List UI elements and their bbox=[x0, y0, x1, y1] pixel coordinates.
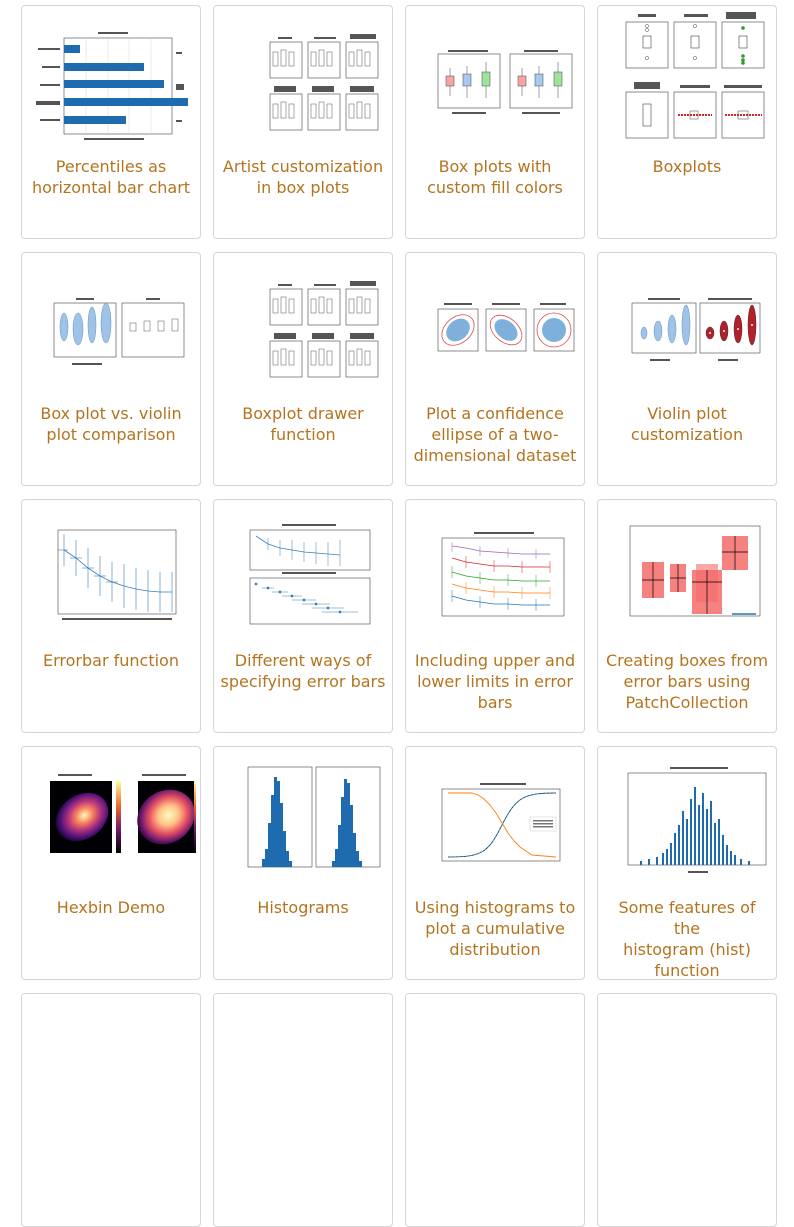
gallery-grid: Percentiles as horizontal bar chart bbox=[21, 5, 777, 1227]
gallery-card[interactable]: Boxplot drawer function bbox=[213, 252, 393, 486]
gallery-card[interactable]: Plot a confidence ellipse of a two- dime… bbox=[405, 252, 585, 486]
percentiles-bar-chart-thumbnail[interactable] bbox=[28, 12, 196, 142]
gallery-card[interactable]: Histograms bbox=[213, 746, 393, 980]
boxplots-thumbnail[interactable] bbox=[604, 12, 772, 142]
card-title[interactable]: Creating boxes from error bars using Pat… bbox=[605, 651, 769, 712]
gallery-card[interactable]: Box plot vs. violin plot comparison bbox=[21, 252, 201, 486]
gallery-card[interactable]: Different ways of specifying error bars bbox=[213, 499, 393, 733]
violin-customization-thumbnail[interactable] bbox=[604, 259, 772, 389]
gallery-card[interactable]: Creating boxes from error bars using Pat… bbox=[597, 499, 777, 733]
gallery-card[interactable]: Including upper and lower limits in erro… bbox=[405, 499, 585, 733]
boxplot-violin-comparison-thumbnail[interactable] bbox=[28, 259, 196, 389]
histogram-features-thumbnail[interactable] bbox=[604, 753, 772, 883]
gallery-card[interactable]: Using histograms to plot a cumulative di… bbox=[405, 746, 585, 980]
card-title[interactable]: Including upper and lower limits in erro… bbox=[414, 651, 576, 712]
card-title[interactable]: Violin plot customization bbox=[630, 404, 744, 444]
cumulative-histogram-thumbnail[interactable] bbox=[412, 753, 580, 883]
hexbin-demo-thumbnail[interactable] bbox=[28, 753, 196, 883]
gallery-card[interactable] bbox=[405, 993, 585, 1227]
confidence-ellipse-thumbnail[interactable] bbox=[412, 259, 580, 389]
gallery-card[interactable] bbox=[213, 993, 393, 1227]
card-title[interactable]: Using histograms to plot a cumulative di… bbox=[414, 898, 576, 959]
card-title[interactable]: Box plots with custom fill colors bbox=[427, 157, 563, 197]
gallery-card[interactable]: Box plots with custom fill colors bbox=[405, 5, 585, 239]
card-title[interactable]: Hexbin Demo bbox=[56, 898, 166, 917]
errorbar-limits-thumbnail[interactable] bbox=[412, 506, 580, 636]
card-title[interactable]: Some features of the histogram (hist) fu… bbox=[618, 898, 756, 980]
gallery-card[interactable]: Artist customization in box plots bbox=[213, 5, 393, 239]
gallery-card[interactable]: Errorbar function bbox=[21, 499, 201, 733]
boxplot-fill-colors-thumbnail[interactable] bbox=[412, 12, 580, 142]
card-title[interactable]: Boxplots bbox=[652, 157, 722, 176]
errorbar-boxes-thumbnail[interactable] bbox=[604, 506, 772, 636]
histograms-thumbnail[interactable] bbox=[220, 753, 388, 883]
card-title[interactable]: Different ways of specifying error bars bbox=[220, 651, 386, 691]
errorbar-specification-thumbnail[interactable] bbox=[220, 506, 388, 636]
gallery-card[interactable]: Some features of the histogram (hist) fu… bbox=[597, 746, 777, 980]
card-title[interactable]: Errorbar function bbox=[43, 651, 179, 670]
gallery-card[interactable]: Violin plot customization bbox=[597, 252, 777, 486]
gallery-card[interactable]: Hexbin Demo bbox=[21, 746, 201, 980]
boxplot-drawer-thumbnail[interactable] bbox=[220, 259, 388, 389]
gallery-card[interactable]: Boxplots bbox=[597, 5, 777, 239]
gallery-card[interactable] bbox=[597, 993, 777, 1227]
card-title[interactable]: Boxplot drawer function bbox=[242, 404, 364, 444]
card-title[interactable]: Plot a confidence ellipse of a two- dime… bbox=[413, 404, 577, 465]
gallery-card[interactable] bbox=[21, 993, 201, 1227]
errorbar-function-thumbnail[interactable] bbox=[28, 506, 196, 636]
card-title[interactable]: Histograms bbox=[257, 898, 349, 917]
card-title[interactable]: Percentiles as horizontal bar chart bbox=[31, 157, 191, 197]
card-title[interactable]: Artist customization in box plots bbox=[222, 157, 384, 197]
artist-customization-boxplot-thumbnail[interactable] bbox=[220, 12, 388, 142]
card-title[interactable]: Box plot vs. violin plot comparison bbox=[40, 404, 182, 444]
gallery-card[interactable]: Percentiles as horizontal bar chart bbox=[21, 5, 201, 239]
